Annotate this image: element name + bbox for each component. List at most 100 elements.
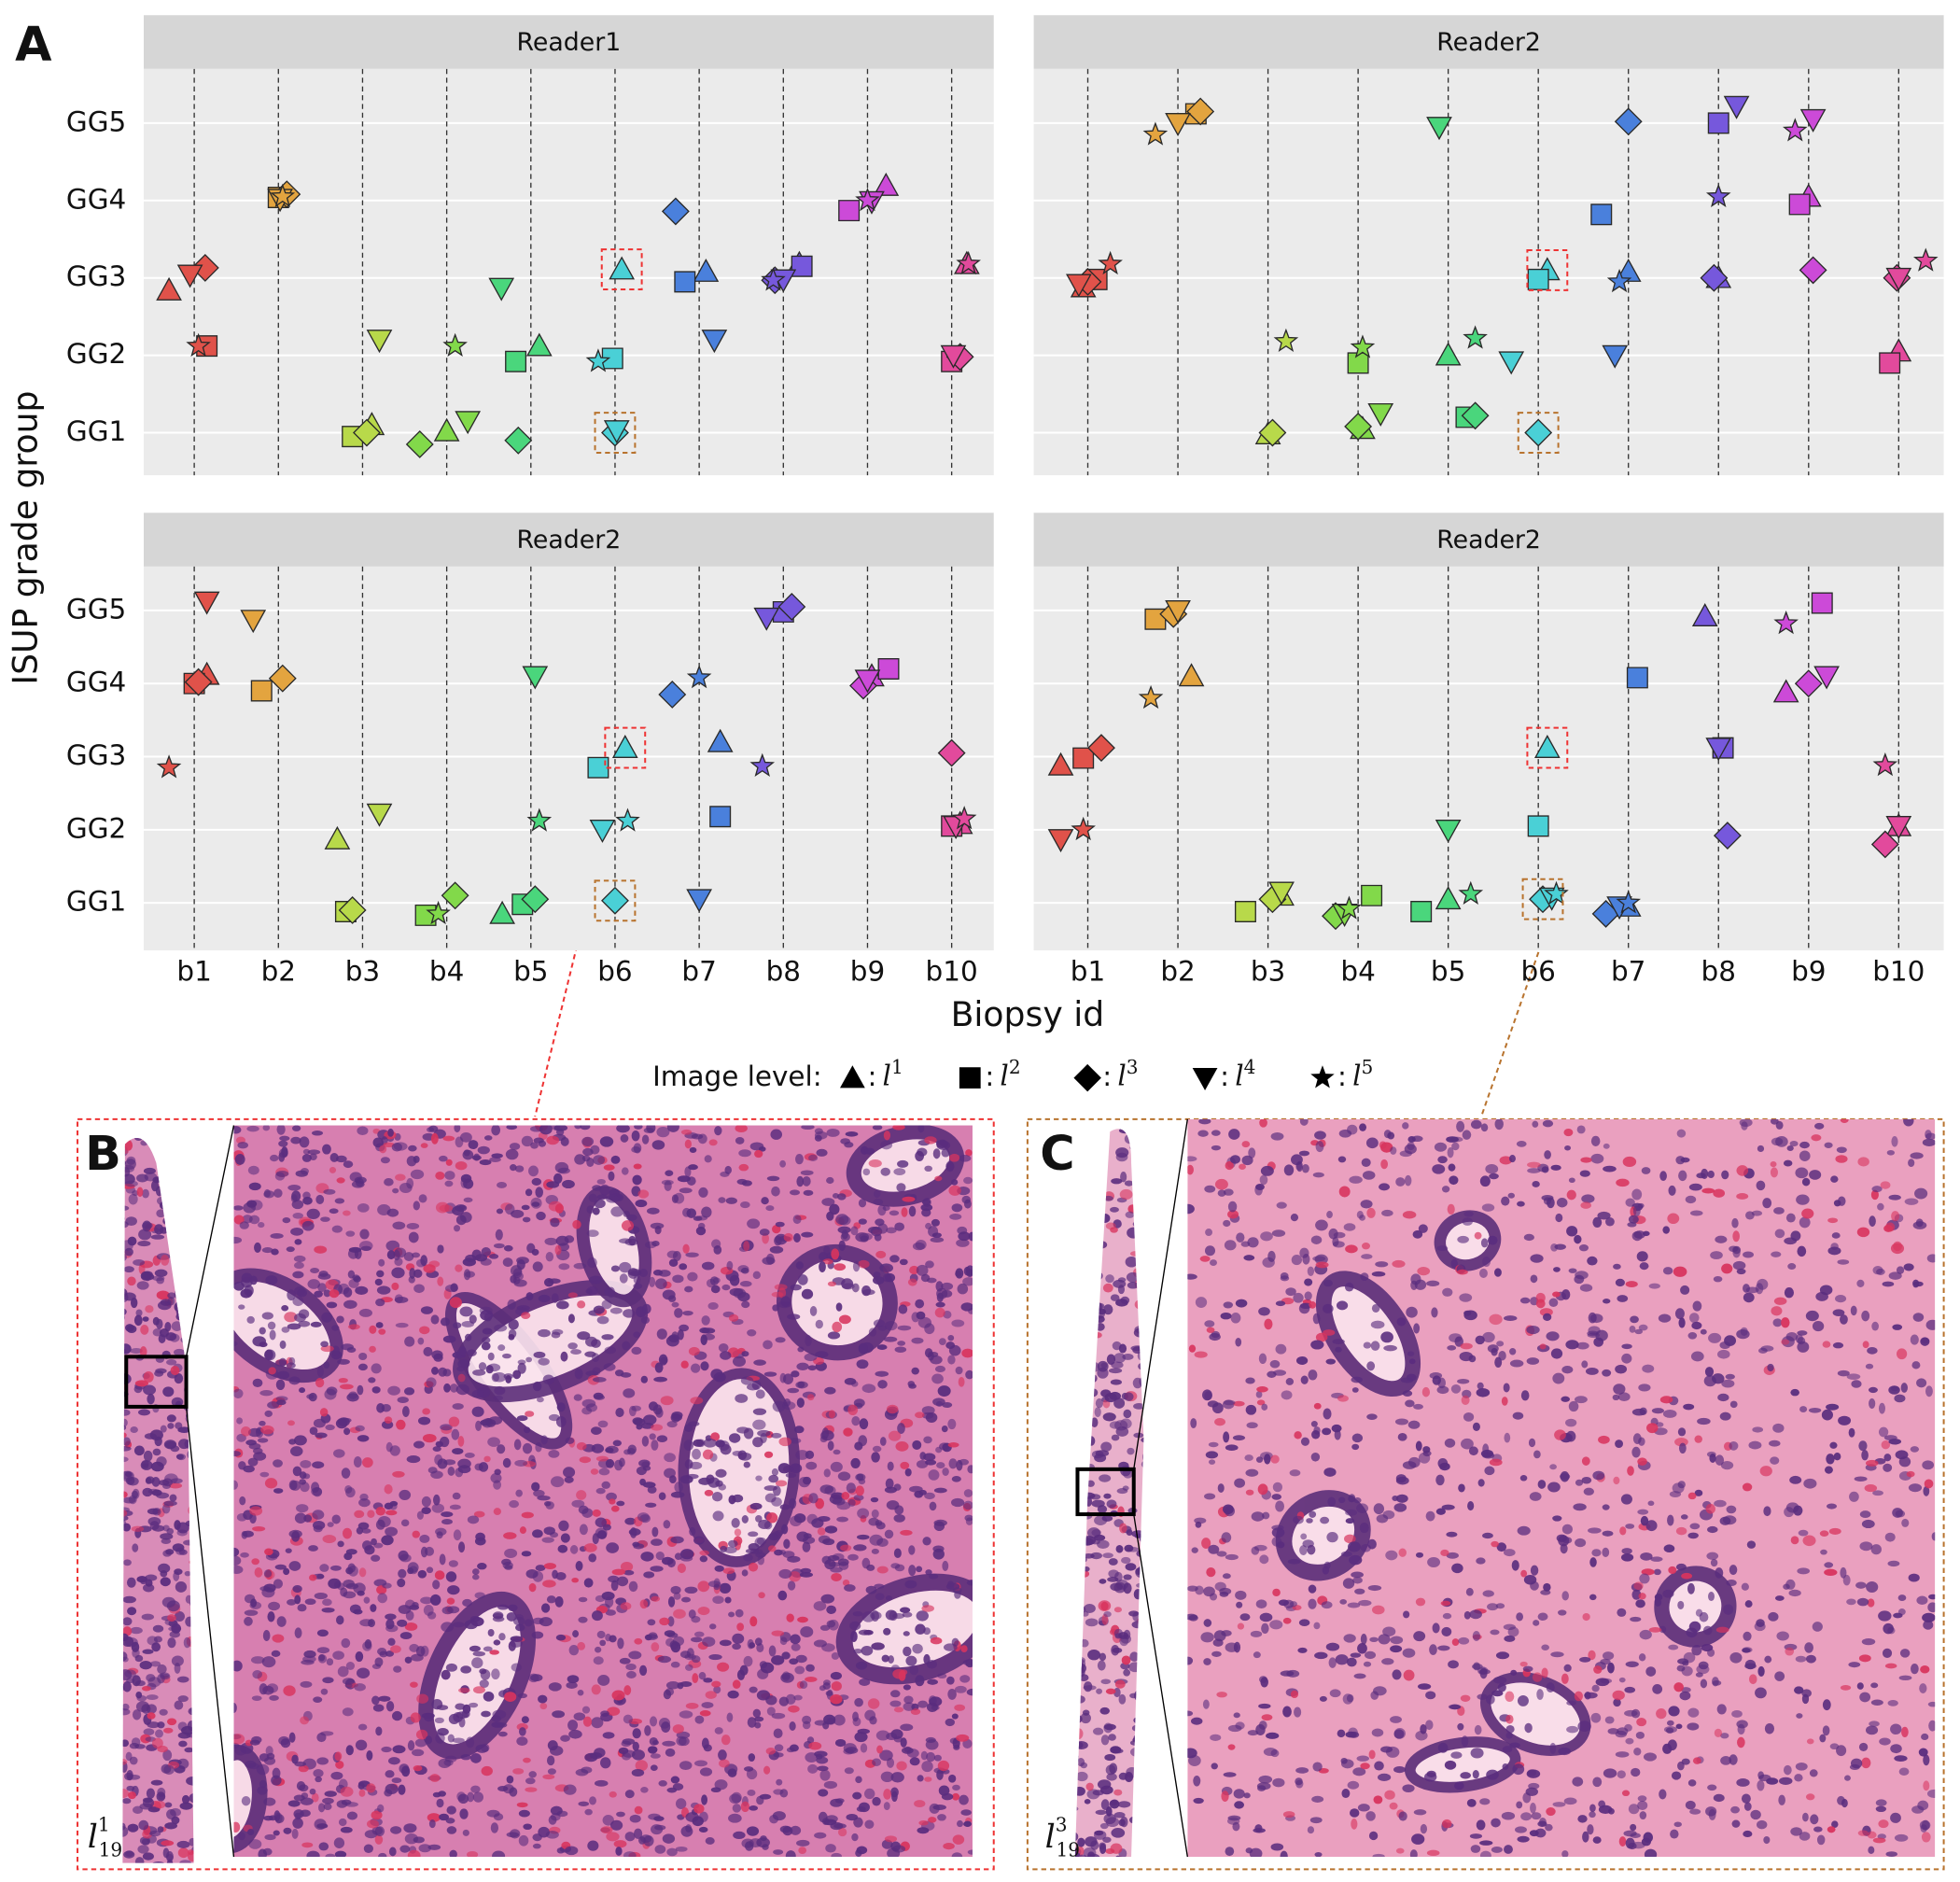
nucleus: [882, 1205, 890, 1211]
nucleus: [233, 1480, 238, 1490]
nucleus: [577, 1300, 586, 1309]
nucleus: [190, 1629, 194, 1637]
nucleus: [157, 1664, 167, 1675]
nucleus: [241, 1426, 251, 1437]
nucleus: [447, 1606, 460, 1614]
nucleus: [893, 1548, 902, 1559]
nucleus: [385, 1510, 398, 1516]
nucleus: [1241, 1141, 1251, 1148]
nucleus: [122, 1507, 130, 1512]
nucleus: [555, 1415, 567, 1427]
nucleus: [1225, 1847, 1235, 1857]
nucleus: [732, 1355, 747, 1368]
nucleus: [497, 1731, 508, 1737]
nucleus: [1805, 1654, 1816, 1664]
nucleus: [1239, 1613, 1251, 1622]
nucleus: [1748, 1440, 1762, 1450]
nucleus: [1555, 1213, 1563, 1223]
nucleus: [194, 1392, 204, 1402]
nucleus: [138, 1819, 149, 1831]
nucleus: [588, 1553, 597, 1563]
nucleus: [133, 1137, 144, 1141]
nucleus: [143, 1371, 154, 1383]
nucleus: [449, 1849, 457, 1858]
nucleus: [673, 1592, 681, 1600]
nucleus: [426, 1566, 434, 1574]
nucleus: [362, 1457, 373, 1468]
nucleus: [808, 1154, 819, 1161]
nucleus: [1297, 1647, 1308, 1653]
nucleus: [1255, 1599, 1267, 1609]
nucleus: [907, 1278, 917, 1286]
nucleus: [413, 1764, 423, 1772]
nucleus: [1687, 1707, 1700, 1718]
nucleus: [701, 1702, 714, 1708]
nucleus: [445, 1159, 453, 1166]
nucleus: [403, 1823, 417, 1833]
nucleus: [233, 1205, 244, 1211]
nucleus: [292, 1296, 304, 1307]
nucleus: [1108, 1558, 1118, 1566]
nucleus: [1448, 1163, 1456, 1172]
nucleus: [1505, 1714, 1514, 1724]
nucleus: [363, 1844, 373, 1853]
nucleus: [244, 1616, 253, 1626]
nucleus: [1519, 1475, 1528, 1482]
nucleus: [1683, 1651, 1696, 1664]
nucleus: [357, 1435, 370, 1442]
nucleus: [865, 1585, 877, 1594]
nucleus: [301, 1842, 314, 1848]
nucleus: [883, 1627, 891, 1636]
nucleus: [1638, 1324, 1648, 1331]
nucleus: [823, 1679, 831, 1686]
nucleus: [422, 1433, 437, 1443]
nucleus: [1574, 1274, 1585, 1285]
nucleus: [182, 1231, 194, 1239]
nucleus: [530, 1197, 542, 1209]
nucleus: [735, 1137, 745, 1145]
nucleus: [756, 1795, 764, 1805]
nucleus: [477, 1145, 490, 1155]
nucleus: [372, 1704, 385, 1712]
nucleus: [1354, 1588, 1365, 1594]
nucleus: [1074, 1440, 1085, 1448]
nucleus: [371, 1363, 382, 1374]
nucleus: [1811, 1134, 1822, 1142]
nucleus: [1078, 1674, 1089, 1681]
nucleus: [1447, 1345, 1457, 1351]
nucleus: [703, 1438, 717, 1448]
nucleus: [1110, 1206, 1119, 1213]
nucleus: [356, 1526, 364, 1535]
nucleus: [924, 1777, 932, 1782]
nucleus: [1461, 1438, 1474, 1450]
nucleus: [1096, 1688, 1103, 1694]
nucleus: [408, 1145, 417, 1152]
nucleus: [1697, 1417, 1711, 1426]
nucleus: [1417, 1267, 1431, 1276]
nucleus: [663, 1520, 671, 1529]
nucleus: [300, 1482, 310, 1493]
nucleus: [1110, 1746, 1122, 1754]
nucleus: [868, 1327, 877, 1337]
nucleus: [793, 1233, 801, 1243]
nucleus: [676, 1735, 687, 1747]
nucleus: [1270, 1454, 1280, 1464]
nucleus: [1420, 1823, 1428, 1834]
nucleus: [621, 1752, 632, 1761]
nucleus: [1773, 1297, 1787, 1305]
nucleus: [854, 1732, 868, 1743]
nucleus: [617, 1637, 624, 1650]
nucleus: [1129, 1739, 1142, 1746]
nucleus: [1908, 1573, 1920, 1582]
nucleus: [318, 1803, 326, 1813]
nucleus: [1875, 1805, 1887, 1813]
nucleus: [749, 1616, 758, 1627]
nucleus: [1371, 1728, 1384, 1737]
nucleus: [841, 1492, 850, 1500]
nucleus: [1115, 1299, 1128, 1307]
nucleus: [574, 1154, 586, 1165]
nucleus: [1369, 1636, 1379, 1643]
nucleus: [827, 1440, 834, 1451]
nucleus: [455, 1703, 466, 1710]
nucleus: [571, 1578, 579, 1583]
